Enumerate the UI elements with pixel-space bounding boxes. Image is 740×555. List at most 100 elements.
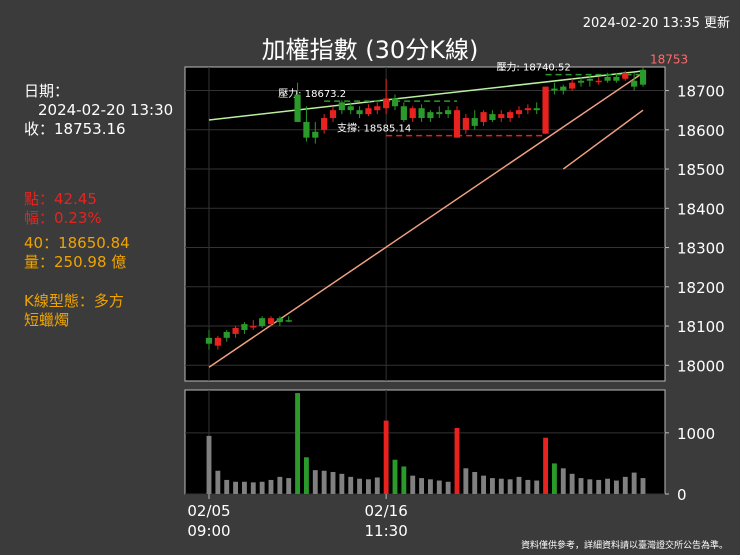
- volume-bar: [383, 420, 389, 494]
- volume-bar: [295, 393, 301, 494]
- time-tick-label-date: 02/16: [365, 502, 408, 520]
- volume-bar: [312, 470, 318, 494]
- volume-bar: [516, 476, 522, 494]
- volume-bar: [357, 478, 363, 494]
- candle-body: [223, 331, 230, 338]
- volume-bar: [427, 479, 433, 494]
- volume-bar: [489, 478, 495, 494]
- candle-body: [471, 118, 478, 126]
- price-tick-label: 18700: [677, 83, 725, 101]
- volume-bar: [410, 475, 416, 494]
- candle-body: [586, 78, 593, 81]
- candle-body: [391, 98, 399, 107]
- candle-body: [462, 118, 469, 130]
- price-tick-label: 18300: [677, 240, 725, 258]
- candle-body: [356, 110, 363, 115]
- candle-body: [418, 108, 425, 119]
- volume-bar: [481, 475, 487, 494]
- volume-bar: [640, 478, 646, 494]
- candle-body: [303, 121, 310, 138]
- candle-body: [436, 112, 443, 115]
- candle-body: [542, 86, 549, 134]
- candle-body: [560, 86, 567, 91]
- volume-bar: [569, 473, 575, 494]
- volume-bar: [498, 478, 504, 494]
- volume-bar: [330, 471, 336, 494]
- volume-tick-label: 1000: [677, 425, 715, 443]
- price-tick-label: 18600: [677, 122, 725, 140]
- time-tick-label-time: 09:00: [187, 522, 230, 540]
- volume-bar: [339, 473, 345, 494]
- candle-body: [533, 108, 540, 111]
- chart-title: 加權指數 (30分K線): [261, 36, 479, 64]
- volume-bar: [551, 463, 557, 494]
- candle-body: [595, 80, 602, 83]
- candle-body: [639, 69, 647, 85]
- volume-bar: [233, 481, 239, 494]
- candle-body: [551, 88, 558, 91]
- candle-body: [214, 337, 221, 346]
- volume-bar: [525, 479, 531, 494]
- resistance-label: 壓力: 18673.2: [278, 87, 346, 100]
- volume-bar: [622, 476, 628, 494]
- volume-bar: [445, 481, 451, 494]
- candle-body: [383, 98, 390, 109]
- candle-body: [577, 80, 585, 83]
- candle-body: [409, 108, 416, 119]
- volume-bar: [587, 479, 593, 494]
- candle-body: [267, 318, 275, 325]
- volume-bar: [206, 435, 212, 494]
- candle-body: [631, 80, 638, 87]
- candle-body: [347, 106, 354, 111]
- candle-body: [613, 76, 620, 81]
- candle-body: [507, 112, 514, 119]
- volume-value: 量：250.98 億: [24, 253, 127, 271]
- volume-bar: [463, 468, 469, 494]
- last-price-label: 18753: [650, 53, 688, 67]
- price-tick-label: 18100: [677, 318, 725, 336]
- volume-bar: [454, 427, 460, 494]
- candle-body: [453, 110, 461, 138]
- candle-body: [622, 72, 629, 79]
- price-tick-label: 18500: [677, 161, 725, 179]
- candle-body: [365, 108, 372, 115]
- volume-bar: [401, 466, 407, 494]
- candle-body: [250, 326, 257, 328]
- volume-bar: [578, 478, 584, 494]
- volume-bar: [419, 478, 425, 494]
- candle-body: [285, 320, 292, 322]
- candle-body: [498, 114, 505, 119]
- volume-bar: [365, 479, 371, 494]
- update-timestamp: 2024-02-20 13:35 更新: [582, 16, 730, 31]
- candle-body: [445, 110, 452, 115]
- volume-bar: [224, 479, 230, 494]
- candle-body: [294, 94, 301, 122]
- volume-bar: [534, 480, 540, 494]
- volume-bar: [560, 468, 566, 494]
- volume-bar: [507, 479, 513, 494]
- candle-body: [312, 131, 319, 138]
- candle-body: [400, 106, 407, 120]
- resistance-label: 壓力: 18740.52: [496, 61, 570, 74]
- candle-body: [259, 318, 266, 327]
- candle-body: [241, 324, 248, 330]
- volume-tick-label: 0: [677, 486, 687, 504]
- volume-bar: [631, 472, 637, 494]
- kline-pattern: K線型態：多方: [24, 292, 124, 310]
- candle-body: [232, 328, 239, 334]
- candle-body: [515, 110, 523, 115]
- price-tick-label: 18400: [677, 200, 725, 218]
- volume-panel: [184, 389, 666, 495]
- candle-body: [427, 112, 434, 119]
- trendline: [562, 109, 644, 170]
- time-tick-label-date: 02/05: [187, 502, 230, 520]
- disclaimer-footnote: 資料僅供參考，詳細資料請以臺灣證交所公告為準。: [520, 541, 728, 551]
- trendline: [208, 70, 644, 121]
- volume-bar: [241, 481, 247, 494]
- volume-bar: [277, 476, 283, 494]
- volume-bar: [613, 480, 619, 494]
- candle-body: [489, 114, 496, 120]
- candle-body: [321, 118, 328, 130]
- volume-bar: [392, 459, 398, 494]
